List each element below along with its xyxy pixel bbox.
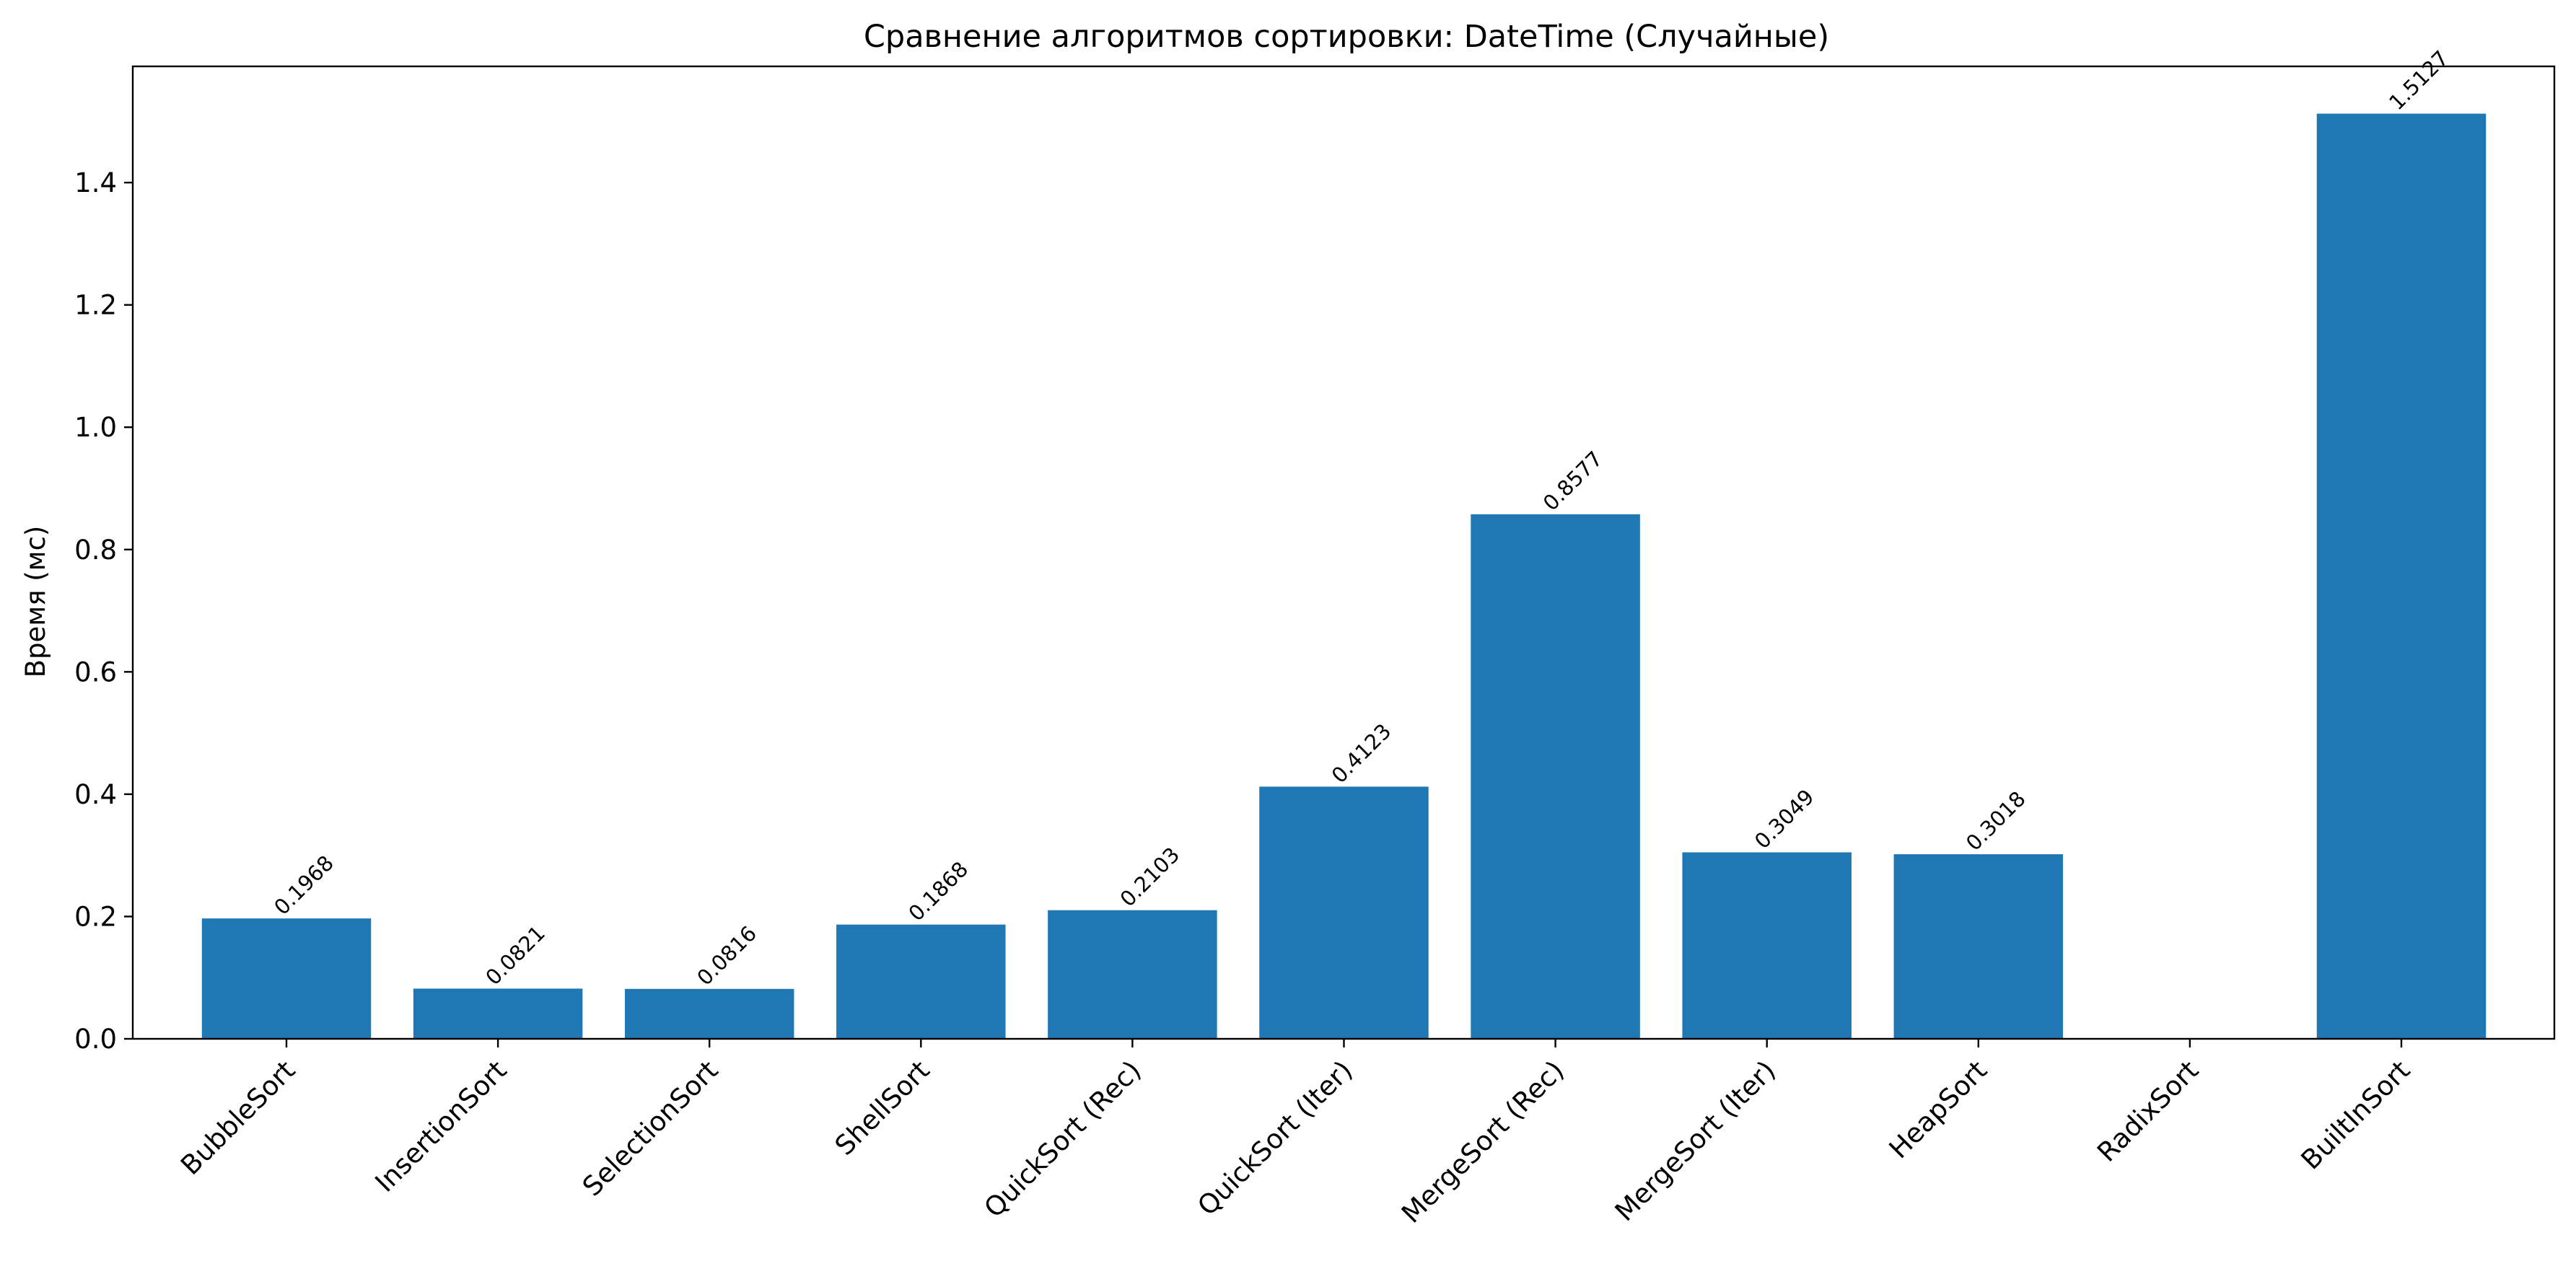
y-tick-label-0: 0.0 xyxy=(74,1024,117,1055)
bar-2 xyxy=(624,988,794,1039)
y-axis-label: Время (мс) xyxy=(20,526,51,678)
bar-10 xyxy=(2316,113,2487,1040)
bar-5 xyxy=(1259,786,1429,1039)
bar-3 xyxy=(836,924,1006,1039)
bar-7 xyxy=(1682,852,1852,1039)
y-tick-label-7: 1.4 xyxy=(74,167,117,198)
bar-8 xyxy=(1893,854,2064,1039)
y-tick-label-6: 1.2 xyxy=(74,290,117,321)
bar-0 xyxy=(201,918,372,1039)
chart-title: Сравнение алгоритмов сортировки: DateTim… xyxy=(864,19,1829,55)
bar-4 xyxy=(1048,910,1217,1039)
y-tick-label-3: 0.6 xyxy=(74,656,117,687)
bar-6 xyxy=(1471,514,1640,1039)
axes-frame xyxy=(131,65,2556,1040)
y-tick-label-4: 0.8 xyxy=(74,535,117,566)
y-tick-label-2: 0.4 xyxy=(74,779,117,810)
y-tick-label-5: 1.0 xyxy=(74,412,117,443)
y-tick-label-1: 0.2 xyxy=(74,901,117,932)
bar-1 xyxy=(413,988,583,1039)
